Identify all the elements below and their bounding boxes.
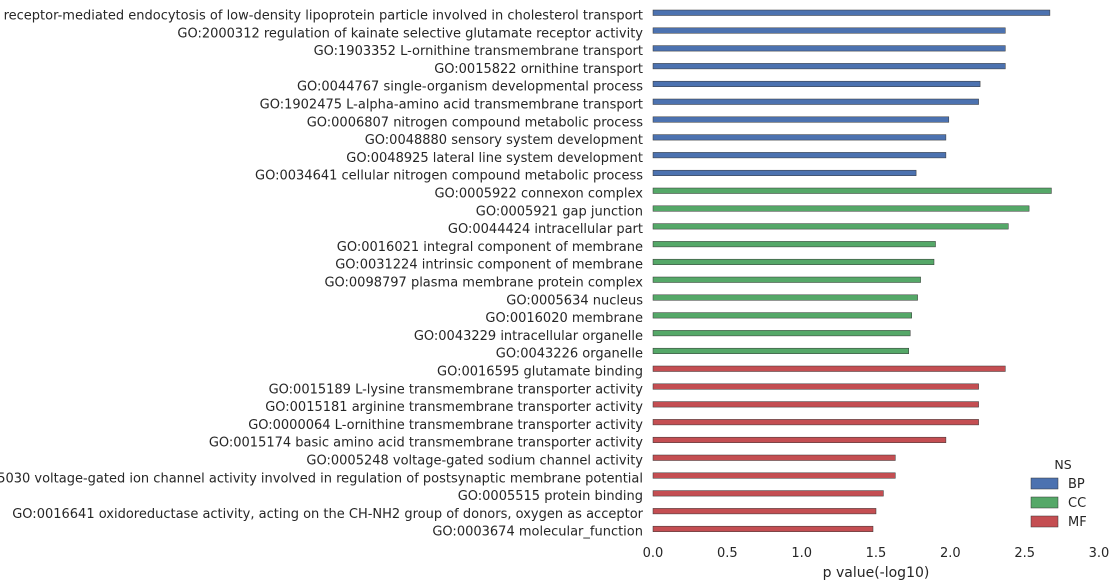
bar-mf-27 — [652, 490, 884, 497]
bar-cc-14 — [652, 258, 935, 265]
legend-title: NS — [1054, 457, 1071, 472]
category-label-28: GO:0016641 oxidoreductase activity, acti… — [12, 507, 643, 522]
bar-cc-10 — [652, 187, 1052, 194]
category-label-9: GO:0034641 cellular nitrogen compound me… — [255, 169, 643, 184]
bar-mf-20 — [652, 365, 1006, 372]
category-label-20: GO:0016595 glutamate binding — [437, 365, 643, 380]
bar-bp-6 — [652, 116, 950, 123]
category-label-12: GO:0044424 intracellular part — [448, 222, 643, 237]
category-label-5: GO:1902475 L-alpha-amino acid transmembr… — [260, 98, 643, 113]
bar-cc-16 — [652, 294, 918, 301]
x-ticks-group: 0.0 0.5 1.0 1.5 2.0 2.5 3.0 — [643, 546, 1110, 561]
bar-bp-9 — [652, 169, 917, 176]
bar-bp-0 — [652, 9, 1051, 16]
category-label-27: GO:0005515 protein binding — [458, 489, 643, 504]
bar-bp-2 — [652, 45, 1006, 52]
legend-label-cc: CC — [1068, 496, 1086, 511]
category-label-4: GO:0044767 single-organism developmental… — [297, 80, 643, 95]
category-label-19: GO:0043226 organelle — [496, 347, 643, 362]
bar-cc-12 — [652, 223, 1009, 230]
legend-swatch-cc — [1030, 496, 1059, 509]
category-label-24: GO:0015174 basic amino acid transmembran… — [209, 436, 643, 451]
x-tick-label-1: 0.5 — [717, 546, 738, 561]
bar-bp-1 — [652, 27, 1006, 34]
bar-cc-18 — [652, 330, 911, 337]
bar-bp-4 — [652, 80, 981, 87]
x-tick-label-5: 2.5 — [1014, 546, 1035, 561]
category-label-14: GO:0031224 intrinsic component of membra… — [335, 258, 643, 273]
category-label-23: GO:0000064 L-ornithine transmembrane tra… — [248, 418, 643, 433]
bar-mf-21 — [652, 383, 979, 390]
category-label-25: GO:0005248 voltage-gated sodium channel … — [306, 454, 643, 469]
category-label-22: GO:0015181 arginine transmembrane transp… — [265, 400, 643, 415]
legend-label-mf: MF — [1068, 515, 1087, 530]
bar-mf-29 — [652, 525, 874, 532]
category-label-17: GO:0016020 membrane — [485, 311, 643, 326]
category-label-10: GO:0005922 connexon complex — [434, 187, 643, 202]
bar-mf-25 — [652, 454, 896, 461]
category-label-13: GO:0016021 integral component of membran… — [337, 240, 643, 255]
bar-bp-3 — [652, 63, 1006, 70]
x-axis-label: p value(-log10) — [823, 565, 930, 581]
bar-cc-15 — [652, 276, 921, 283]
legend: NS BP CC MF — [1030, 457, 1087, 530]
x-tick-label-3: 1.5 — [866, 546, 887, 561]
category-label-16: GO:0005634 nucleus — [506, 293, 643, 308]
category-label-3: GO:0015822 ornithine transport — [434, 62, 643, 77]
category-label-2: GO:1903352 L-ornithine transmembrane tra… — [314, 44, 643, 59]
category-label-15: GO:0098797 plasma membrane protein compl… — [324, 276, 643, 291]
category-label-7: GO:0048880 sensory system development — [365, 133, 643, 148]
x-tick-label-0: 0.0 — [643, 546, 664, 561]
bars-group — [652, 9, 1052, 532]
category-label-29: GO:0003674 molecular_function — [432, 525, 643, 540]
legend-label-bp: BP — [1068, 477, 1085, 492]
category-label-21: GO:0015189 L-lysine transmembrane transp… — [269, 382, 644, 397]
category-label-11: GO:0005921 gap junction — [476, 204, 643, 219]
bar-cc-17 — [652, 312, 912, 319]
bar-mf-28 — [652, 508, 877, 515]
bar-mf-24 — [652, 436, 947, 443]
legend-entries: BP CC MF — [1030, 477, 1087, 530]
bar-bp-8 — [652, 152, 947, 159]
category-label-26: GO:1905030 voltage-gated ion channel act… — [0, 471, 643, 486]
category-label-6: GO:0006807 nitrogen compound metabolic p… — [307, 115, 644, 130]
category-label-0: GO:0090118 receptor-mediated endocytosis… — [0, 9, 643, 24]
bar-cc-11 — [652, 205, 1030, 212]
bar-bp-7 — [652, 134, 947, 141]
legend-swatch-mf — [1030, 515, 1059, 528]
bar-bp-5 — [652, 98, 979, 105]
bar-mf-23 — [652, 419, 979, 426]
category-label-1: GO:2000312 regulation of kainate selecti… — [177, 26, 643, 41]
bar-cc-19 — [652, 347, 909, 354]
x-tick-label-2: 1.0 — [791, 546, 812, 561]
bar-mf-22 — [652, 401, 979, 408]
x-tick-label-6: 3.0 — [1089, 546, 1110, 561]
legend-swatch-bp — [1030, 477, 1059, 490]
x-tick-label-4: 2.0 — [940, 546, 961, 561]
category-label-18: GO:0043229 intracellular organelle — [414, 329, 643, 344]
bar-mf-26 — [652, 472, 896, 479]
category-labels-group: GO:0090118 receptor-mediated endocytosis… — [0, 9, 644, 540]
bar-cc-13 — [652, 241, 936, 248]
category-label-8: GO:0048925 lateral line system developme… — [346, 151, 643, 166]
